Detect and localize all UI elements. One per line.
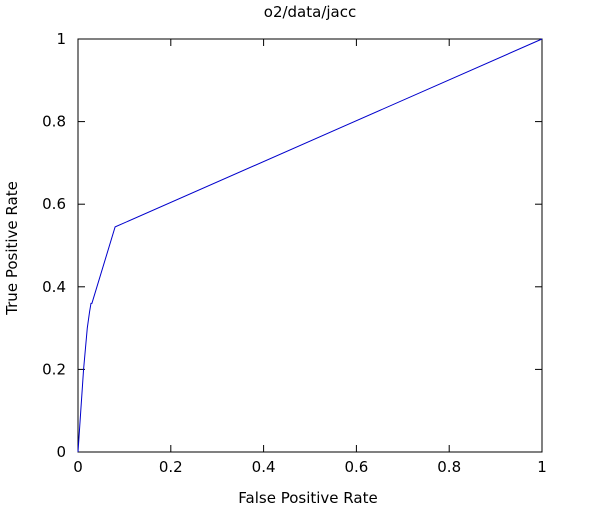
x-tick-label: 0 (73, 458, 83, 476)
plot-frame (77, 38, 543, 453)
y-tick-labels: 0 0.2 0.4 0.6 0.8 1 (42, 30, 66, 461)
x-tick-label: 1 (537, 458, 547, 476)
y-tick-label: 0.4 (42, 278, 66, 296)
x-tick-label: 0.6 (344, 458, 368, 476)
y-tick-label: 0.6 (42, 195, 66, 213)
y-tick-label: 0.2 (42, 360, 66, 378)
y-axis-label: True Positive Rate (3, 181, 21, 316)
chart-title: o2/data/jacc (264, 3, 356, 21)
x-tick-label: 0.2 (159, 458, 183, 476)
y-tick-label: 0 (56, 443, 66, 461)
x-axis-label: False Positive Rate (238, 489, 377, 507)
x-tick-labels: 0 0.2 0.4 0.6 0.8 1 (73, 458, 547, 476)
roc-curve-line (77, 38, 543, 453)
axis-ticks (78, 39, 542, 452)
x-tick-label: 0.4 (252, 458, 276, 476)
y-tick-label: 1 (56, 30, 66, 48)
x-tick-label: 0.8 (437, 458, 461, 476)
y-tick-label: 0.8 (42, 113, 66, 131)
